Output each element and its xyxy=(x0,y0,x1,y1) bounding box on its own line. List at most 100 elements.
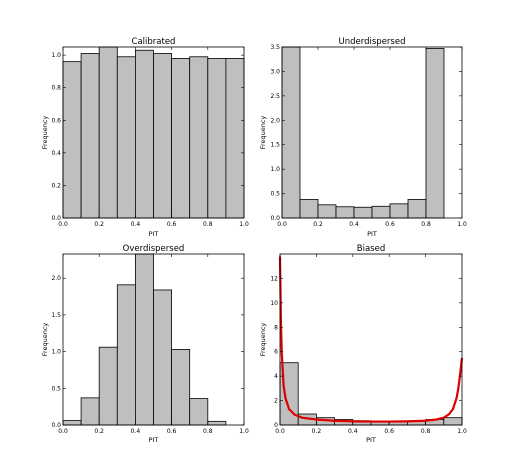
histogram-bar xyxy=(134,49,154,219)
x-tick-label: 0.0 xyxy=(277,221,287,228)
plot-frame xyxy=(62,253,245,426)
x-tick-label: 0.6 xyxy=(167,428,177,435)
y-axis-label: Frequency xyxy=(41,116,49,150)
x-tick-label: 0.0 xyxy=(58,428,68,435)
x-tick-label: 1.0 xyxy=(239,428,249,435)
y-tick-label: 2.0 xyxy=(51,275,61,282)
y-tick-label: 3.5 xyxy=(270,44,280,51)
x-tick-label: 0.4 xyxy=(131,221,141,228)
x-tick-label: 0.8 xyxy=(203,221,213,228)
x-tick-label: 0.4 xyxy=(131,428,141,435)
x-axis-label: PIT xyxy=(149,436,159,444)
y-tick-label: 4 xyxy=(274,373,278,380)
chart-title: Underdispersed xyxy=(339,37,406,47)
x-tick-label: 0.8 xyxy=(421,221,431,228)
x-tick-label: 0.8 xyxy=(203,428,213,435)
histogram-bar xyxy=(171,58,191,219)
histogram-bar xyxy=(116,284,136,426)
y-axis-label: Frequency xyxy=(259,116,267,150)
bars-group xyxy=(62,253,227,426)
y-tick-label: 0.4 xyxy=(51,150,61,157)
histogram-bar xyxy=(207,58,227,219)
ticks-group: 0.0 0.2 0.4 0.6 0.8 1.0 0 2 4 6 8 10 12 xyxy=(270,254,467,435)
histogram-bar xyxy=(134,253,154,426)
histogram-bar xyxy=(353,206,373,219)
x-tick-label: 0.2 xyxy=(312,428,322,435)
y-tick-label: 0.0 xyxy=(51,422,61,429)
histogram-bar xyxy=(116,56,136,219)
histogram-bar xyxy=(389,203,409,219)
y-tick-label: 12 xyxy=(270,275,278,282)
y-tick-label: 0 xyxy=(274,422,278,429)
x-tick-label: 0.8 xyxy=(421,428,431,435)
y-tick-label: 0.0 xyxy=(51,215,61,222)
ticks-group: 0.0 0.2 0.4 0.6 0.8 1.0 0.0 0.2 0.4 0.6 0.8 1.0 xyxy=(51,47,249,228)
y-axis-label: Frequency xyxy=(259,323,267,357)
histogram-bar xyxy=(189,398,209,426)
y-tick-label: 0.0 xyxy=(270,215,280,222)
histogram-bar xyxy=(335,206,355,219)
histogram-bar xyxy=(207,420,227,426)
x-tick-label: 0.2 xyxy=(94,221,104,228)
x-tick-label: 0.6 xyxy=(384,428,394,435)
x-tick-label: 0.2 xyxy=(313,221,323,228)
y-tick-label: 0.8 xyxy=(51,85,61,92)
histogram-bar xyxy=(281,46,301,219)
y-axis-label: Frequency xyxy=(41,323,49,357)
histogram-bar xyxy=(98,46,118,219)
curve-group xyxy=(278,256,464,423)
y-tick-label: 10 xyxy=(270,300,278,307)
y-tick-label: 2 xyxy=(274,398,278,405)
chart-title: Overdispersed xyxy=(123,244,185,254)
x-tick-label: 0.0 xyxy=(58,221,68,228)
histogram-bar xyxy=(317,204,337,219)
y-tick-label: 1.0 xyxy=(51,349,61,356)
histogram-bar xyxy=(153,289,173,426)
x-tick-label: 0.6 xyxy=(167,221,177,228)
x-tick-label: 1.0 xyxy=(457,221,467,228)
y-tick-label: 3.0 xyxy=(270,68,280,75)
y-tick-label: 1.5 xyxy=(270,142,280,149)
y-tick-label: 2.0 xyxy=(270,117,280,124)
y-tick-label: 0.5 xyxy=(270,191,280,198)
x-tick-label: 1.0 xyxy=(457,428,467,435)
ticks-group: 0.0 0.2 0.4 0.6 0.8 1.0 0.0 0.5 1.0 1.5 2.0 xyxy=(51,254,249,435)
y-tick-label: 2.5 xyxy=(270,93,280,100)
y-tick-label: 0.5 xyxy=(51,385,61,392)
plot-frame xyxy=(281,46,463,219)
histogram-bar xyxy=(80,53,100,219)
histogram-bar xyxy=(62,61,82,219)
x-tick-label: 0.4 xyxy=(349,221,359,228)
x-axis-label: PIT xyxy=(366,436,376,444)
plot-frame xyxy=(62,46,245,219)
chart-title: Biased xyxy=(357,244,385,254)
x-tick-label: 0.0 xyxy=(275,428,285,435)
panel-biased: Biased 0.0 0.2 0.4 0.6 0.8 1.0 0 2 4 6 8 10 12 PIT F… xyxy=(259,244,467,444)
histogram-bar xyxy=(153,53,173,219)
y-tick-label: 1.0 xyxy=(51,52,61,59)
histogram-bar xyxy=(443,417,463,426)
histogram-bar xyxy=(299,199,319,219)
x-axis-label: PIT xyxy=(367,230,377,238)
histogram-bar xyxy=(62,420,82,426)
y-tick-label: 8 xyxy=(274,324,278,331)
bars-group xyxy=(281,46,445,219)
x-tick-label: 0.6 xyxy=(385,221,395,228)
plot-frame xyxy=(279,253,463,426)
y-tick-label: 0.2 xyxy=(51,182,61,189)
histogram-bar xyxy=(225,58,245,219)
histogram-bar xyxy=(407,199,427,219)
density-curve xyxy=(278,256,464,423)
x-tick-label: 1.0 xyxy=(239,221,249,228)
bars-group xyxy=(62,46,245,219)
histogram-bar xyxy=(80,397,100,426)
x-tick-label: 0.2 xyxy=(94,428,104,435)
y-tick-label: 1.0 xyxy=(270,166,280,173)
y-tick-label: 6 xyxy=(274,349,278,356)
x-axis-label: PIT xyxy=(149,230,159,238)
y-tick-label: 1.5 xyxy=(51,312,61,319)
histogram-bar xyxy=(189,56,209,219)
histogram-bar xyxy=(98,346,118,426)
chart-title: Calibrated xyxy=(132,37,176,47)
